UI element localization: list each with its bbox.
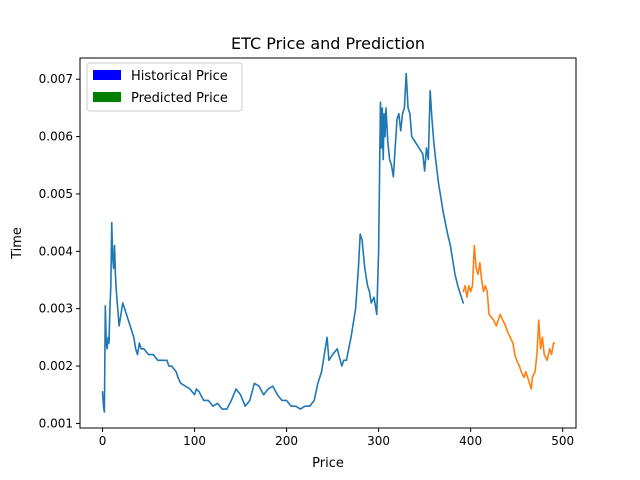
x-tick-label: 400 <box>459 434 482 448</box>
legend: Historical Price Predicted Price <box>86 62 243 112</box>
legend-frame <box>86 62 243 112</box>
x-tick-label: 200 <box>275 434 298 448</box>
x-tick-label: 500 <box>551 434 574 448</box>
series-line-2 <box>462 244 556 390</box>
y-tick-label: 0.003 <box>39 302 73 316</box>
plot-area-frame <box>79 57 577 429</box>
y-tick-label: 0.007 <box>39 72 73 86</box>
legend-swatch-historical <box>93 70 121 80</box>
legend-swatch-predicted <box>93 92 121 102</box>
chart-title: ETC Price and Prediction <box>231 34 425 53</box>
series-line-1 <box>101 72 465 413</box>
y-tick-label: 0.006 <box>39 130 73 144</box>
x-tick-label: 0 <box>99 434 107 448</box>
x-tick-label: 100 <box>183 434 206 448</box>
x-axis-ticks: 0 100 200 300 400 500 <box>99 428 574 448</box>
x-axis-label: Price <box>312 456 344 471</box>
y-tick-label: 0.005 <box>39 187 73 201</box>
series-layer <box>101 72 556 413</box>
legend-label-predicted: Predicted Price <box>131 91 228 106</box>
y-tick-label: 0.001 <box>39 416 73 430</box>
y-axis-label: Time <box>10 227 25 260</box>
y-tick-label: 0.004 <box>39 244 73 258</box>
y-tick-label: 0.002 <box>39 359 73 373</box>
x-tick-label: 300 <box>367 434 390 448</box>
y-axis-ticks: 0.001 0.002 0.003 0.004 0.005 0.006 0.007 <box>39 72 80 430</box>
legend-label-historical: Historical Price <box>131 69 228 84</box>
